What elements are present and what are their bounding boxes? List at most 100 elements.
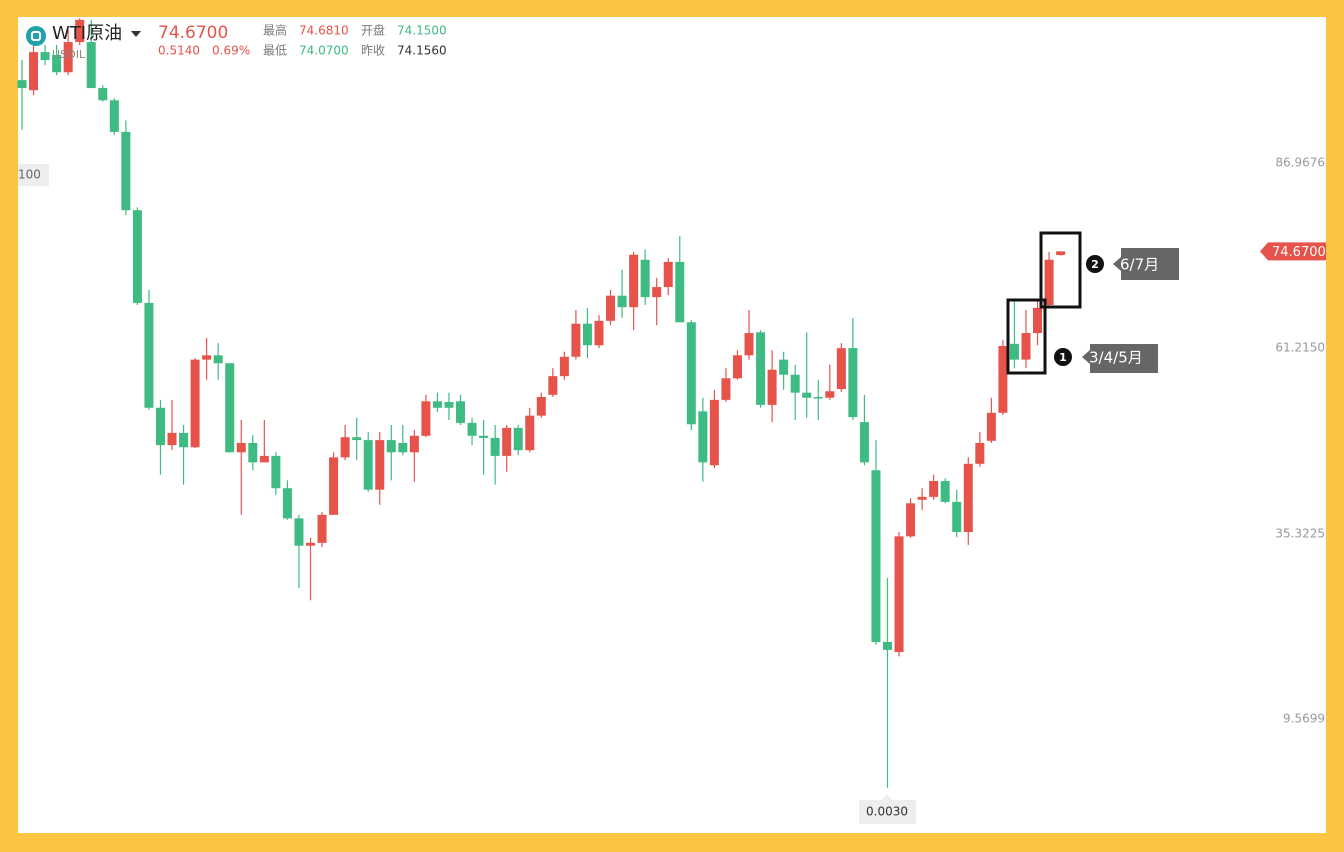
highlight-box — [1039, 231, 1082, 309]
candle-body — [606, 295, 616, 321]
candle-body — [767, 369, 777, 405]
candle-body — [952, 501, 962, 533]
symbol-dropdown[interactable] — [131, 31, 141, 37]
symbol-icon — [26, 26, 46, 46]
candle-body — [571, 323, 581, 357]
candle-body — [502, 427, 512, 456]
crosshair-label — [18, 164, 49, 186]
last-price-tag — [1260, 242, 1326, 261]
candle-body — [756, 332, 766, 405]
open-value: 74.1500 — [397, 24, 447, 38]
candle-body — [432, 401, 442, 408]
candle-body — [1044, 259, 1054, 306]
candle-body — [40, 52, 50, 61]
candle-body — [363, 440, 373, 490]
annotation-box — [1113, 248, 1179, 280]
candle-body — [548, 376, 558, 395]
high-label: 最高 — [263, 23, 287, 38]
candle-body — [490, 437, 500, 456]
candle-body — [17, 80, 27, 89]
candle-body — [721, 378, 731, 400]
candle-body — [652, 287, 662, 298]
prev-close-value: 74.1560 — [397, 44, 447, 58]
candle-body — [352, 437, 362, 441]
annotation-badge — [1086, 255, 1104, 273]
candle-body — [98, 88, 108, 101]
candle-body — [282, 488, 292, 519]
symbol-name[interactable]: WTI原油 — [52, 23, 122, 44]
candles — [17, 18, 1066, 788]
min-label: 0.0030 — [866, 805, 908, 819]
candle-body — [63, 42, 73, 73]
annotation-text: 6/7月 — [1120, 256, 1159, 274]
candle-body — [271, 455, 281, 489]
y-tick-label: 9.5699 — [1283, 712, 1325, 726]
candle-body — [167, 432, 177, 446]
candle-body — [248, 442, 258, 463]
candle-body — [306, 542, 315, 546]
y-tick-label: 35.3225 — [1275, 527, 1325, 541]
candle-body — [825, 391, 835, 398]
candle-body — [398, 442, 408, 453]
annotation-badge — [1054, 348, 1072, 366]
last-price-tag-text: 74.6700 — [1272, 245, 1326, 260]
price-change: 0.5140 — [158, 44, 200, 58]
candle-body — [479, 435, 489, 438]
candle-body — [317, 514, 327, 543]
candle-body — [802, 392, 812, 398]
candle-body — [859, 422, 869, 463]
price-change-pct: 0.69% — [212, 44, 250, 58]
candle-body — [675, 261, 685, 323]
candle-body — [259, 455, 269, 463]
crosshair-label-text: 100 — [18, 168, 41, 182]
annotation-number: 1 — [1059, 351, 1067, 364]
candle-body — [963, 463, 973, 533]
candle-body — [467, 422, 477, 436]
candle-body — [179, 432, 189, 448]
plot-background — [18, 17, 1326, 833]
candle-body — [663, 261, 673, 288]
candle-body — [894, 536, 904, 653]
last-price: 74.6700 — [158, 23, 228, 43]
candle-body — [525, 415, 535, 451]
candle-body — [536, 396, 546, 416]
low-label: 最低 — [263, 44, 287, 58]
symbol-code: USOIL — [52, 48, 86, 61]
candle-body — [52, 55, 62, 73]
highlight-box — [1006, 298, 1047, 375]
candle-body — [29, 52, 39, 91]
candle-body — [294, 518, 304, 546]
candle-body — [1033, 307, 1043, 334]
symbol-icon-glyph — [31, 31, 41, 41]
candle-body — [190, 359, 200, 448]
candle-body — [559, 356, 569, 377]
candle-body — [813, 396, 823, 399]
candle-body — [744, 333, 754, 356]
candle-body — [340, 437, 350, 458]
candle-body — [686, 322, 696, 425]
min-label-pointer — [882, 794, 892, 800]
low-value: 74.0700 — [299, 44, 349, 58]
candle-body — [75, 19, 85, 43]
annotation-text: 3/4/5月 — [1089, 349, 1143, 367]
annotation-number: 2 — [1091, 258, 1099, 271]
candle-body — [513, 427, 523, 451]
candle-body — [871, 470, 881, 642]
candle-body — [202, 355, 212, 360]
candle-body — [998, 345, 1008, 413]
high-value: 74.6810 — [299, 24, 349, 38]
candle-body — [121, 131, 131, 211]
candle-body — [386, 440, 396, 453]
candle-body — [836, 348, 846, 390]
candle-body — [1021, 333, 1031, 360]
candle-body — [779, 359, 789, 375]
y-tick-label: 86.9676 — [1275, 156, 1325, 170]
candle-body — [1009, 343, 1019, 360]
candle-body — [444, 402, 454, 408]
candle-body — [709, 399, 719, 466]
candle-body — [132, 210, 142, 303]
candle-body — [929, 481, 939, 497]
candle-body — [86, 42, 96, 89]
candle-body — [375, 440, 385, 490]
